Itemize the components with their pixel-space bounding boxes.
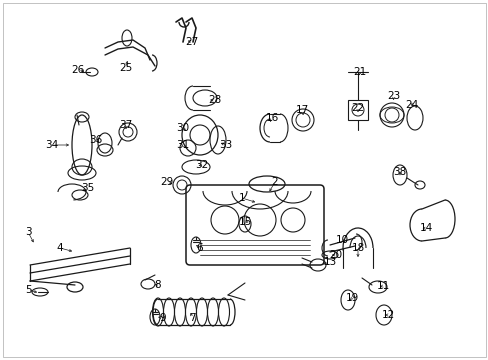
Text: 20: 20 [329,250,342,260]
Text: 23: 23 [386,91,400,101]
Text: 11: 11 [376,281,389,291]
Text: 2: 2 [271,177,278,187]
Text: 21: 21 [353,67,366,77]
Text: 16: 16 [265,113,278,123]
Text: 8: 8 [154,280,161,290]
Text: 18: 18 [351,243,364,253]
Text: 17: 17 [295,105,308,115]
Text: 29: 29 [160,177,173,187]
Text: 36: 36 [89,135,102,145]
Text: 33: 33 [219,140,232,150]
Text: 30: 30 [176,123,189,133]
Text: 28: 28 [208,95,221,105]
Text: 6: 6 [196,243,203,253]
Text: 3: 3 [24,227,31,237]
Text: 27: 27 [185,37,198,47]
Text: 32: 32 [195,160,208,170]
Text: 10: 10 [335,235,348,245]
Text: 1: 1 [238,193,245,203]
Text: 9: 9 [160,313,166,323]
Text: 22: 22 [351,103,364,113]
Text: 24: 24 [405,100,418,110]
Text: 19: 19 [345,293,358,303]
Text: 35: 35 [81,183,95,193]
Bar [347,100,367,120]
Text: 14: 14 [419,223,432,233]
Text: 4: 4 [57,243,63,253]
Text: 25: 25 [119,63,132,73]
Text: 13: 13 [323,257,336,267]
Text: 15: 15 [238,217,251,227]
Text: 12: 12 [381,310,394,320]
Text: 31: 31 [176,140,189,150]
Text: 7: 7 [188,313,195,323]
Text: 38: 38 [392,167,406,177]
Text: 26: 26 [71,65,84,75]
Text: 37: 37 [119,120,132,130]
Text: 34: 34 [45,140,59,150]
Text: 5: 5 [24,285,31,295]
